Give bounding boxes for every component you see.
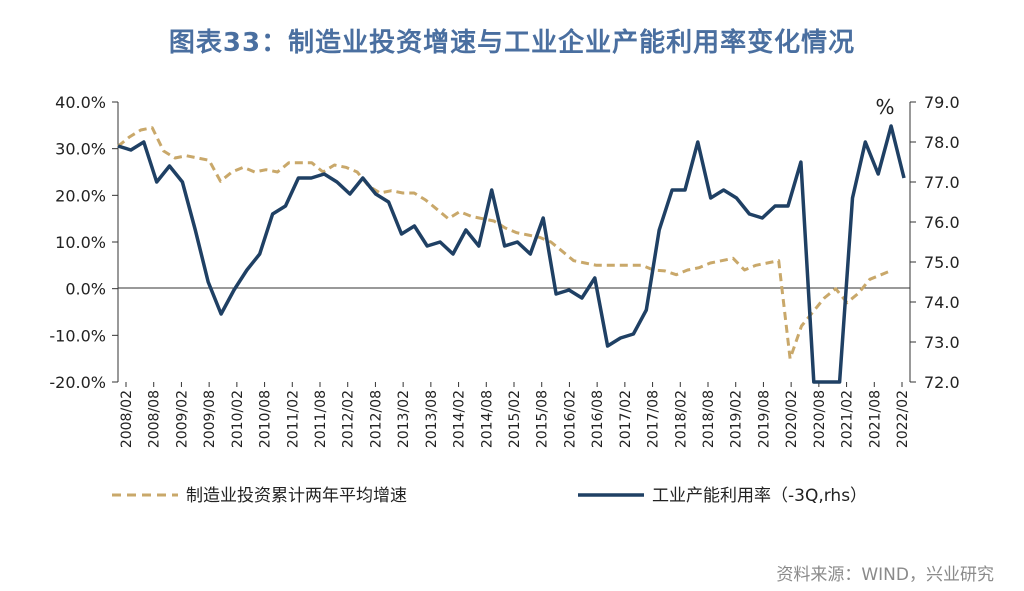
- x-tick-label: 2008/02: [119, 390, 135, 448]
- left-tick-label: 20.0%: [55, 186, 106, 205]
- x-tick-label: 2018/08: [701, 390, 717, 448]
- x-tick-label: 2016/08: [590, 390, 606, 448]
- series-line-1: [117, 124, 906, 384]
- legend-label-utilization: 工业产能利用率（-3Q,rhs）: [652, 486, 867, 506]
- right-axis-unit: %: [875, 95, 894, 119]
- x-tick-label: 2012/02: [341, 390, 357, 448]
- right-tick-label: 77.0: [924, 173, 960, 192]
- x-tick-label: 2020/08: [812, 390, 828, 448]
- x-tick-label: 2019/08: [756, 390, 772, 448]
- x-tick-label: 2022/02: [895, 390, 911, 448]
- legend-label-investment: 制造业投资累计两年平均增速: [186, 486, 407, 506]
- right-axis-ticks: 79.0 78.0 77.0 76.0 75.0 74.0 73.0 72.0: [910, 93, 960, 392]
- chart-title: 图表33：制造业投资增速与工业企业产能利用率变化情况: [168, 28, 856, 58]
- x-axis-ticks: 2008/02 2008/08 2009/02 2009/08 2010/02 2010/…: [119, 382, 911, 448]
- x-tick-label: 2014/08: [479, 390, 495, 448]
- right-tick-label: 73.0: [924, 333, 960, 352]
- x-tick-label: 2017/02: [618, 390, 634, 448]
- right-tick-label: 75.0: [924, 253, 960, 272]
- x-tick-label: 2010/02: [230, 390, 246, 448]
- x-tick-label: 2014/02: [452, 390, 468, 448]
- x-tick-label: 2010/08: [258, 390, 274, 448]
- x-tick-label: 2011/08: [313, 390, 329, 448]
- right-tick-label: 74.0: [924, 293, 960, 312]
- x-tick-label: 2011/02: [285, 390, 301, 448]
- x-tick-label: 2021/02: [840, 390, 856, 448]
- x-tick-label: 2018/02: [673, 390, 689, 448]
- legend: 制造业投资累计两年平均增速 工业产能利用率（-3Q,rhs）: [112, 486, 867, 506]
- x-tick-label: 2008/08: [147, 390, 163, 448]
- left-axis-ticks: 40.0% 30.0% 20.0% 10.0% 0.0% -10.0% -20.0%: [49, 93, 118, 392]
- x-tick-label: 2017/08: [646, 390, 662, 448]
- x-tick-label: 2016/02: [562, 390, 578, 448]
- series-line-0: [117, 126, 894, 361]
- x-tick-label: 2013/08: [424, 390, 440, 448]
- left-tick-label: 30.0%: [55, 140, 106, 159]
- x-tick-label: 2015/08: [535, 390, 551, 448]
- left-tick-label: 0.0%: [65, 280, 106, 299]
- x-tick-label: 2020/02: [784, 390, 800, 448]
- right-tick-label: 72.0: [924, 373, 960, 392]
- right-tick-label: 78.0: [924, 133, 960, 152]
- x-tick-label: 2013/02: [396, 390, 412, 448]
- x-tick-label: 2019/02: [729, 390, 745, 448]
- source-note: 资料来源：WIND，兴业研究: [776, 565, 994, 585]
- series-group: [117, 124, 906, 384]
- right-tick-label: 79.0: [924, 93, 960, 112]
- x-tick-label: 2021/08: [867, 390, 883, 448]
- left-tick-label: -20.0%: [49, 373, 106, 392]
- left-tick-label: 10.0%: [55, 233, 106, 252]
- x-tick-label: 2009/02: [174, 390, 190, 448]
- x-tick-label: 2015/02: [507, 390, 523, 448]
- right-tick-label: 76.0: [924, 213, 960, 232]
- x-tick-label: 2012/08: [368, 390, 384, 448]
- x-tick-label: 2009/08: [202, 390, 218, 448]
- left-tick-label: 40.0%: [55, 93, 106, 112]
- left-tick-label: -10.0%: [49, 326, 106, 345]
